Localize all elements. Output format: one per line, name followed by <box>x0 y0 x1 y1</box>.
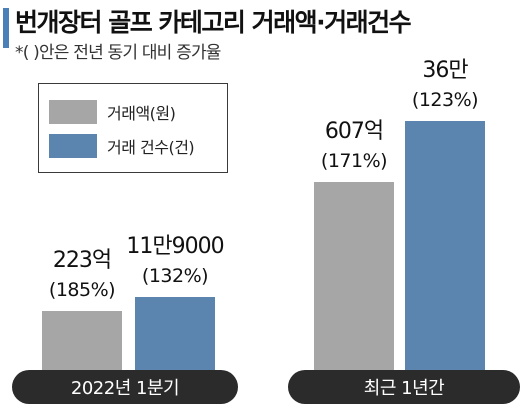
growth-label-count-0: (132%) <box>142 265 208 287</box>
category-label-0: 2022년 1분기 <box>71 378 179 399</box>
value-label-amount-1: 607억 <box>325 119 383 144</box>
chart-title: 번개장터 골프 카테고리 거래액·거래건수 <box>15 8 412 37</box>
growth-label-amount-0: (185%) <box>49 279 115 301</box>
legend-item-amount: 거래액(원) <box>49 100 176 124</box>
legend-item-count: 거래 건수(건) <box>49 134 195 158</box>
growth-label-count-1: (123%) <box>412 89 478 111</box>
category-pill-1 <box>288 370 520 404</box>
bar-amount-1 <box>314 182 394 370</box>
legend-label-amount: 거래액(원) <box>107 104 176 123</box>
bar-count-0 <box>135 297 215 370</box>
category-pill-0 <box>12 370 238 404</box>
value-label-count-1: 36만 <box>422 58 468 83</box>
value-label-count-0: 11만9000 <box>126 234 223 259</box>
bar-amount-0 <box>42 311 122 370</box>
legend-swatch-amount <box>49 100 97 124</box>
legend: 거래액(원) 거래 건수(건) <box>38 83 228 173</box>
bar-count-1 <box>405 121 485 370</box>
value-label-amount-0: 223억 <box>53 248 111 273</box>
category-label-1: 최근 1년간 <box>364 378 444 399</box>
chart-subtitle: *( )안은 전년 동기 대비 증가율 <box>15 43 221 63</box>
legend-label-count: 거래 건수(건) <box>107 138 195 157</box>
legend-swatch-count <box>49 134 97 158</box>
title-accent-bar <box>3 8 9 48</box>
growth-label-amount-1: (171%) <box>321 150 387 172</box>
